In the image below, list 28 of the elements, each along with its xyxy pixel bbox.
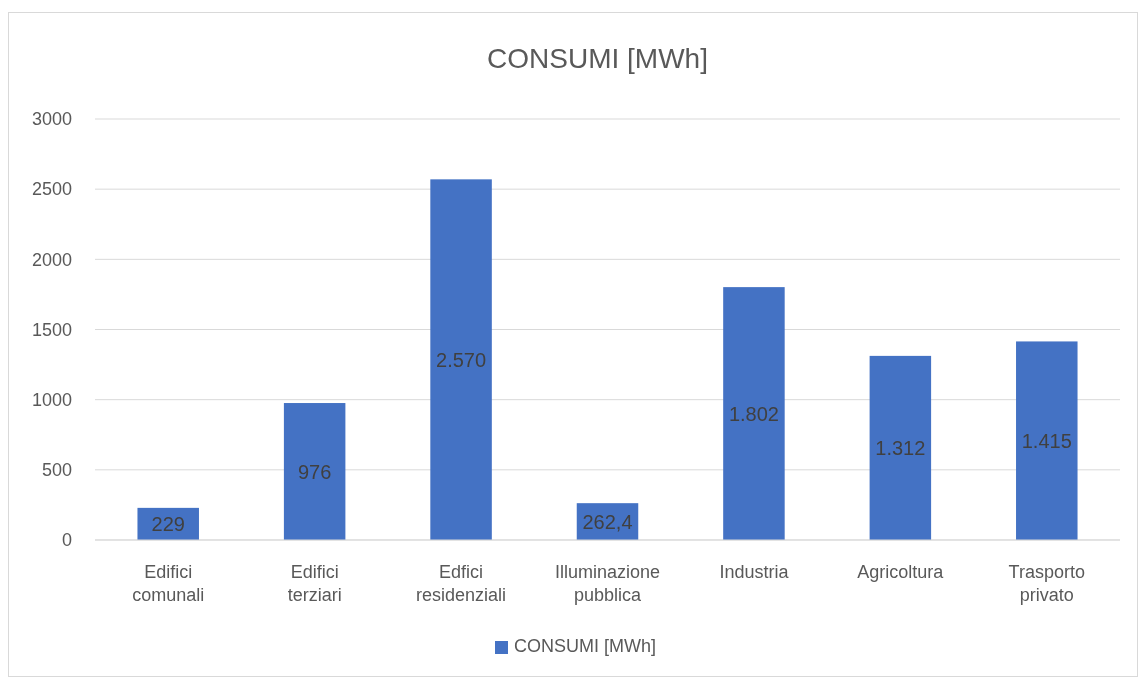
bar	[430, 179, 492, 540]
x-tick-label: Edfici residenziali	[416, 562, 507, 605]
y-tick-label: 1500	[31, 319, 72, 340]
data-label: 1.802	[728, 402, 779, 425]
data-label: 1.312	[875, 436, 926, 459]
bar	[723, 287, 785, 540]
data-label: 976	[297, 460, 332, 483]
legend-label: CONSUMI [MWh]	[514, 636, 656, 656]
bar	[283, 403, 346, 540]
y-tick-label: 500	[41, 460, 72, 481]
y-tick-label: 2500	[31, 179, 72, 200]
data-label: 2.570	[436, 348, 487, 371]
y-tick-label: 3000	[31, 109, 72, 130]
y-tick-label: 1000	[31, 389, 72, 410]
data-label: 1.415	[1021, 429, 1072, 452]
x-tick-label: Edifici comunali	[132, 562, 205, 605]
data-label: 229	[151, 512, 185, 535]
x-tick-label: Edifici terziari	[287, 562, 342, 605]
bar	[1016, 341, 1078, 540]
y-tick-label: 2000	[31, 249, 72, 270]
x-tick-label: Trasporto privato	[1008, 562, 1085, 605]
x-tick-label: Illuminazione pubblica	[554, 562, 661, 605]
bar	[869, 355, 932, 540]
x-tick-label: Agricoltura	[857, 562, 945, 582]
chart-title: CONSUMI [MWh]	[487, 43, 708, 74]
data-label: 262,4	[582, 510, 633, 533]
y-tick-label: 0	[61, 530, 72, 551]
x-tick-label: Industria	[719, 562, 790, 582]
